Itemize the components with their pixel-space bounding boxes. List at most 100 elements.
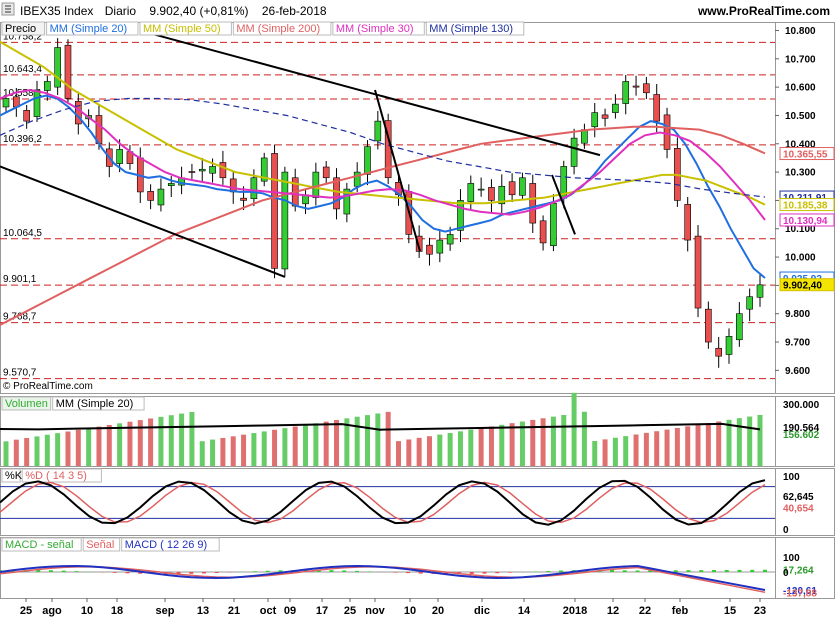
stoch-d-line [0, 481, 766, 524]
candle [54, 38, 61, 96]
vol-legend-box[interactable] [52, 396, 145, 411]
candle [188, 163, 196, 179]
candle-body [209, 166, 216, 174]
trendline-lower [0, 165, 286, 278]
stoch-legend-box[interactable] [1, 468, 21, 483]
trendline-short [551, 174, 576, 235]
candle-body [632, 85, 640, 88]
candle-body [715, 347, 722, 357]
volume-bar [96, 426, 102, 466]
badge-box [779, 213, 835, 227]
candle [601, 108, 609, 127]
candle-body [64, 44, 72, 99]
badge-text: 10.185,38 [783, 201, 828, 212]
candle-body [601, 114, 609, 119]
candle-body [622, 81, 630, 104]
date-label: 26-feb-2018 [262, 4, 327, 18]
legend-box[interactable] [332, 21, 425, 36]
menu-icon[interactable] [1, 2, 15, 16]
legend-box[interactable] [232, 21, 332, 36]
ma-line-2 [0, 125, 766, 326]
candle [384, 113, 392, 184]
axis-tick-label: 9.600 [785, 366, 810, 377]
level-label: 9.901,1 [3, 274, 37, 285]
candle-body [23, 110, 30, 122]
candle-body [250, 177, 258, 200]
macd-legend-box[interactable] [1, 537, 82, 552]
axis-tick-label: 10.400 [785, 139, 816, 150]
panel-frame-2 [0, 468, 835, 536]
macd-hist-bar [763, 569, 767, 572]
brand-link[interactable]: www.ProRealTime.com [697, 4, 830, 18]
x-axis-label: 10 [404, 605, 416, 617]
macd-legend-box[interactable] [121, 537, 220, 552]
candle-body [75, 100, 82, 125]
macd-legend-box[interactable] [82, 537, 121, 552]
candle-body [725, 336, 733, 355]
stoch-legend-box[interactable] [21, 468, 102, 483]
volume-bar [323, 421, 329, 466]
stoch-legend-1: %D ( 14 3 5) [25, 470, 87, 482]
macd-hist-bar [406, 572, 410, 574]
badge-text: 10.130,94 [783, 216, 828, 227]
value-badge: 10.185,38 [779, 198, 835, 212]
x-axis-label: 18 [111, 605, 123, 617]
candle [674, 137, 681, 207]
macd-tick-label: -137,88 [783, 589, 817, 600]
candle-body [705, 308, 712, 343]
legend-box[interactable] [1, 21, 46, 36]
volume-bar [137, 420, 143, 466]
candle [746, 288, 753, 322]
macd-hist-bar [635, 570, 640, 572]
volume-bar [519, 421, 525, 466]
value-badge: 9.902,40 [779, 278, 835, 292]
candle-body [260, 157, 268, 182]
level-label: 10.758,2 [3, 31, 42, 42]
macd-hist-bar [74, 571, 79, 572]
volume-bar [168, 415, 174, 466]
candle [64, 39, 72, 105]
candle [519, 172, 526, 201]
volume-bar [251, 433, 257, 466]
macd-hist-bar [367, 571, 372, 572]
x-axis-label: 2018 [563, 605, 587, 617]
legend-box[interactable] [139, 21, 232, 36]
volume-bar [75, 429, 81, 466]
candle [343, 182, 351, 223]
volume-bar [292, 426, 298, 466]
volume-bar [220, 437, 226, 466]
macd-hist-bar [418, 572, 423, 574]
volume-bar [530, 419, 536, 466]
volume-bar [406, 439, 412, 466]
macd-hist-bar [686, 570, 691, 572]
volume-bar [344, 418, 350, 466]
ma-line-0 [0, 94, 766, 279]
candle-body [694, 235, 702, 309]
badge-box [779, 198, 835, 212]
candle [147, 184, 154, 210]
candle [477, 177, 485, 197]
macd-hist-bar [202, 572, 206, 574]
vol-legend-box[interactable] [1, 396, 52, 411]
candle [705, 301, 712, 349]
macd-hist-bar [737, 569, 742, 572]
x-axis-label: feb [672, 605, 689, 617]
candle [653, 84, 661, 133]
candle-body [426, 244, 433, 255]
volume-bar [230, 436, 236, 466]
legend-box[interactable] [46, 21, 139, 36]
candle [364, 140, 371, 186]
level-label: 9.570,7 [3, 368, 37, 379]
candle [75, 91, 82, 135]
x-axis-label: nov [365, 605, 385, 617]
volume-bar [334, 420, 340, 466]
volume-bar [478, 428, 484, 466]
candle-body [343, 188, 351, 215]
volume-bar [261, 431, 267, 466]
legend-4: MM (Simple 30) [336, 23, 414, 35]
candle-body [240, 197, 247, 201]
candle [725, 328, 733, 364]
macd-tick-label: 0 [783, 568, 789, 579]
legend-box[interactable] [425, 21, 525, 36]
